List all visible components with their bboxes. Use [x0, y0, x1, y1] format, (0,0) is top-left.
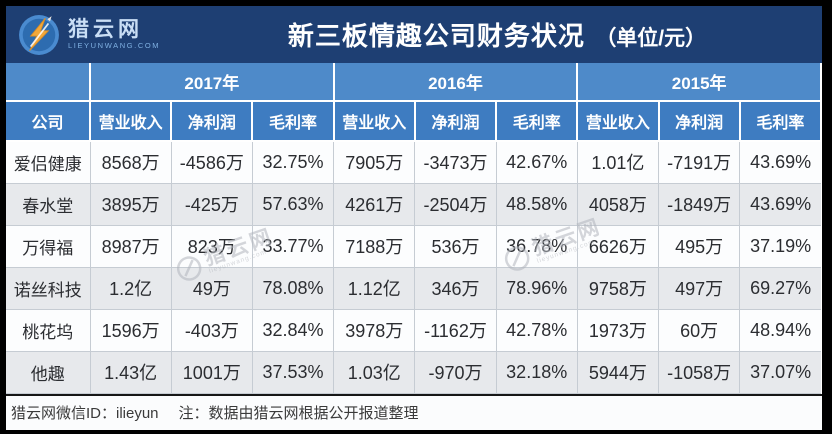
value-cell: 7905万 — [333, 140, 416, 184]
year-header-2015: 2015年 — [576, 63, 822, 102]
infographic-card: 猎云网 LIEYUNWANG.COM 新三板情趣公司财务状况 （单位/元） 20… — [6, 6, 822, 430]
logo-domain: LIEYUNWANG.COM — [68, 41, 161, 50]
value-cell: 60万 — [658, 308, 741, 352]
table-row: 春水堂 3895万 -425万 57.63% 4261万 -2504万 48.5… — [6, 182, 821, 226]
value-cell: 497万 — [658, 266, 741, 310]
col-header-2015-margin: 毛利率 — [738, 100, 822, 142]
company-cell: 桃花坞 — [6, 308, 91, 352]
value-cell: 1.2亿 — [89, 266, 172, 310]
value-cell: 8987万 — [89, 224, 172, 268]
footer-note-bar: 猎云网微信ID：ilieyun 注：数据由猎云网根据公开报道整理 — [6, 393, 822, 430]
col-header-2015-revenue: 营业收入 — [576, 100, 660, 142]
year-header-2016: 2016年 — [332, 63, 579, 102]
value-cell: 32.75% — [251, 140, 335, 184]
value-cell: 4058万 — [576, 182, 660, 226]
value-cell: -4586万 — [170, 140, 253, 184]
value-cell: 1.12亿 — [333, 266, 416, 310]
value-cell: 346万 — [414, 266, 497, 310]
value-cell: 536万 — [414, 224, 497, 268]
table-row: 他趣 1.43亿 1001万 37.53% 1.03亿 -970万 32.18%… — [6, 350, 821, 394]
value-cell: 1.01亿 — [576, 140, 660, 184]
value-cell: -970万 — [414, 350, 497, 394]
company-column-header: 公司 — [6, 100, 91, 142]
value-cell: 1.43亿 — [89, 350, 172, 394]
value-cell: 8568万 — [89, 140, 172, 184]
value-cell: 49万 — [170, 266, 253, 310]
year-header-2017: 2017年 — [89, 63, 335, 102]
value-cell: -3473万 — [414, 140, 497, 184]
value-cell: 6626万 — [576, 224, 660, 268]
value-cell: -1849万 — [658, 182, 741, 226]
value-cell: -425万 — [170, 182, 253, 226]
column-header-row: 公司 营业收入 净利润 毛利率 营业收入 净利润 毛利率 营业收入 净利润 毛利… — [6, 100, 822, 142]
value-cell: 1001万 — [170, 350, 253, 394]
value-cell: 48.94% — [739, 308, 821, 352]
value-cell: -2504万 — [414, 182, 497, 226]
value-cell: 1596万 — [89, 308, 172, 352]
col-header-2015-profit: 净利润 — [657, 100, 741, 142]
value-cell: 33.77% — [251, 224, 335, 268]
lieyun-logo: 猎云网 LIEYUNWANG.COM — [6, 14, 202, 56]
company-cell: 诺丝科技 — [6, 266, 91, 310]
company-cell: 万得福 — [6, 224, 91, 268]
table-row: 诺丝科技 1.2亿 49万 78.08% 1.12亿 346万 78.96% 9… — [6, 266, 821, 310]
company-cell: 他趣 — [6, 350, 91, 394]
logo-name: 猎云网 — [68, 18, 143, 41]
table-row: 万得福 8987万 823万 33.77% 7188万 536万 36.78% … — [6, 224, 821, 268]
page-title: 新三板情趣公司财务状况 （单位/元） — [202, 16, 822, 53]
col-header-2016-revenue: 营业收入 — [332, 100, 416, 142]
value-cell: 3895万 — [89, 182, 172, 226]
value-cell: 32.84% — [251, 308, 335, 352]
value-cell: 1973万 — [576, 308, 660, 352]
lieyun-logo-icon — [19, 14, 59, 55]
value-cell: -7191万 — [658, 140, 741, 184]
value-cell: 42.67% — [495, 140, 578, 184]
value-cell: 57.63% — [251, 182, 335, 226]
col-header-2017-margin: 毛利率 — [251, 100, 335, 142]
financial-table: 2017年 2016年 2015年 公司 营业收入 净利润 毛利率 营业收入 净… — [6, 63, 822, 394]
value-cell: 3978万 — [333, 308, 416, 352]
value-cell: 823万 — [170, 224, 253, 268]
value-cell: 7188万 — [333, 224, 416, 268]
title-bar: 猎云网 LIEYUNWANG.COM 新三板情趣公司财务状况 （单位/元） — [6, 6, 822, 63]
col-header-2016-profit: 净利润 — [413, 100, 498, 142]
value-cell: 78.08% — [251, 266, 335, 310]
value-cell: 37.53% — [251, 350, 335, 394]
value-cell: 42.78% — [495, 308, 578, 352]
value-cell: 5944万 — [576, 350, 660, 394]
value-cell: 32.18% — [495, 350, 578, 394]
data-source-note: 注：数据由猎云网根据公开报道整理 — [178, 405, 419, 422]
value-cell: -1058万 — [658, 350, 741, 394]
value-cell: 4261万 — [333, 182, 416, 226]
value-cell: 43.69% — [739, 182, 821, 226]
company-cell: 春水堂 — [6, 182, 91, 226]
value-cell: 36.78% — [495, 224, 578, 268]
logo-text: 猎云网 LIEYUNWANG.COM — [68, 18, 161, 51]
value-cell: 9758万 — [576, 266, 660, 310]
value-cell: 495万 — [658, 224, 741, 268]
value-cell: 69.27% — [739, 266, 821, 310]
value-cell: -403万 — [170, 308, 253, 352]
value-cell: 37.07% — [739, 350, 821, 394]
value-cell: 37.19% — [739, 224, 821, 268]
page-title-unit: （单位/元） — [595, 27, 707, 50]
col-header-2016-margin: 毛利率 — [495, 100, 579, 142]
value-cell: 43.69% — [739, 140, 821, 184]
corner-cell — [6, 63, 91, 102]
page-title-text: 新三板情趣公司财务状况 — [287, 21, 585, 51]
col-header-2017-profit: 净利润 — [170, 100, 254, 142]
company-cell: 爱侣健康 — [6, 140, 91, 184]
table-row: 桃花坞 1596万 -403万 32.84% 3978万 -1162万 42.7… — [6, 308, 821, 352]
value-cell: 48.58% — [495, 182, 578, 226]
value-cell: -1162万 — [414, 308, 497, 352]
year-header-row: 2017年 2016年 2015年 — [6, 63, 822, 102]
table-row: 爱侣健康 8568万 -4586万 32.75% 7905万 -3473万 42… — [6, 140, 821, 184]
wechat-id: 猎云网微信ID：ilieyun — [11, 405, 159, 422]
value-cell: 78.96% — [495, 266, 578, 310]
col-header-2017-revenue: 营业收入 — [88, 100, 173, 142]
value-cell: 1.03亿 — [333, 350, 416, 394]
